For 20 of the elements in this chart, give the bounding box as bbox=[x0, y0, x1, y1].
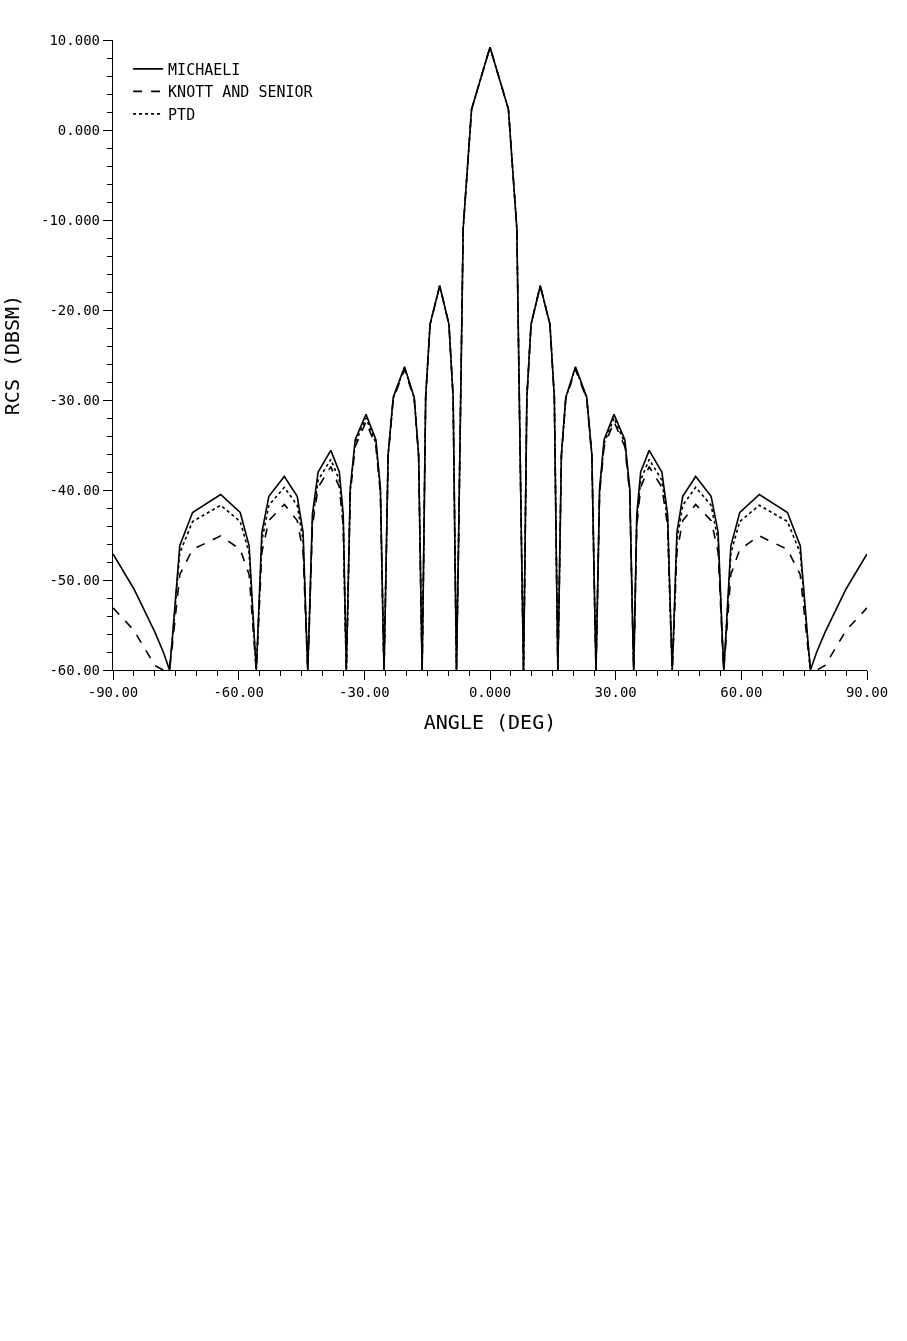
legend-label: PTD bbox=[168, 105, 196, 124]
y-tick-label: -30.00 bbox=[49, 391, 100, 408]
x-tick-label: -30.00 bbox=[339, 684, 390, 700]
y-tick-label: -20.00 bbox=[49, 301, 100, 318]
legend-label: MICHAELI bbox=[168, 60, 241, 79]
legend-label: KNOTT AND SENIOR bbox=[168, 83, 314, 102]
x-axis-title: ANGLE (DEG) bbox=[423, 709, 557, 734]
y-tick-label: -60.00 bbox=[49, 661, 100, 678]
x-tick-label: -60.00 bbox=[213, 684, 264, 700]
x-tick-label: 0.000 bbox=[468, 684, 512, 700]
x-tick-label: -90.00 bbox=[87, 684, 139, 700]
y-tick-label: -40.00 bbox=[49, 481, 100, 498]
x-tick-label: 60.00 bbox=[720, 684, 763, 700]
y-tick-label: -50.00 bbox=[49, 571, 100, 588]
x-tick-label: 30.00 bbox=[594, 684, 637, 700]
x-tick-label: 90.00 bbox=[845, 684, 889, 700]
y-tick-label: -10.000 bbox=[40, 211, 100, 228]
y-tick-label: 0.000 bbox=[57, 121, 100, 138]
y-tick-label: 10.000 bbox=[49, 31, 100, 48]
y-axis-title: RCS (DBSM) bbox=[0, 294, 25, 416]
